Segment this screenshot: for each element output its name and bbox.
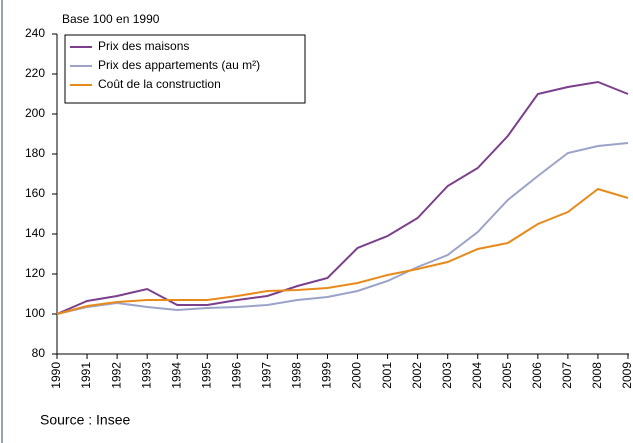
x-tick-label: 1991 bbox=[79, 362, 93, 389]
x-tick-label: 1990 bbox=[49, 362, 63, 389]
y-tick-label: 80 bbox=[32, 346, 46, 360]
y-tick-label: 220 bbox=[25, 66, 45, 80]
legend-label: Prix des appartements (au m²) bbox=[98, 58, 260, 72]
y-tick-label: 120 bbox=[25, 266, 45, 280]
x-tick-label: 1992 bbox=[109, 362, 123, 389]
x-tick-label: 2005 bbox=[500, 362, 514, 389]
x-tick-label: 2008 bbox=[590, 362, 604, 389]
y-tick-label: 200 bbox=[25, 106, 45, 120]
x-tick-label: 2003 bbox=[440, 362, 454, 389]
x-tick-label: 1994 bbox=[169, 362, 183, 389]
legend-label: Prix des maisons bbox=[98, 39, 189, 53]
y-tick-label: 180 bbox=[25, 146, 45, 160]
y-tick-label: 140 bbox=[25, 226, 45, 240]
x-tick-label: 1998 bbox=[290, 362, 304, 389]
x-tick-label: 2006 bbox=[530, 362, 544, 389]
series-line bbox=[56, 142, 629, 315]
legend bbox=[64, 34, 306, 104]
y-tick-label: 100 bbox=[25, 306, 45, 320]
y-tick-label: 160 bbox=[25, 186, 45, 200]
x-tick-label: 2009 bbox=[620, 362, 633, 389]
x-tick-label: 2004 bbox=[470, 362, 484, 389]
x-tick-label: 1996 bbox=[229, 362, 243, 389]
x-tick-label: 2007 bbox=[560, 362, 574, 389]
legend-label: Coût de la construction bbox=[98, 77, 221, 91]
chart-subtitle: Base 100 en 1990 bbox=[62, 12, 160, 26]
x-tick-label: 2001 bbox=[380, 362, 394, 389]
x-tick-label: 1997 bbox=[260, 362, 274, 389]
x-tick-label: 2002 bbox=[410, 362, 424, 389]
series-line bbox=[56, 187, 629, 315]
y-tick-label: 240 bbox=[25, 26, 45, 40]
x-tick-label: 1993 bbox=[139, 362, 153, 389]
x-tick-label: 1995 bbox=[199, 362, 213, 389]
series-line bbox=[56, 80, 629, 315]
x-tick-label: 1999 bbox=[320, 362, 334, 389]
x-tick-label: 2000 bbox=[350, 362, 364, 389]
source: Source : Insee bbox=[40, 412, 130, 428]
